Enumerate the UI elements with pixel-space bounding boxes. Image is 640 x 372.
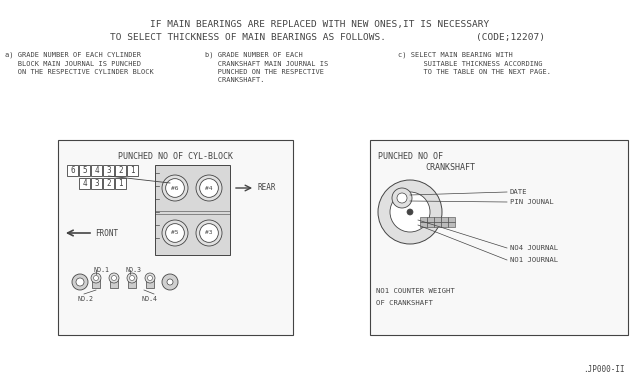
Circle shape bbox=[145, 273, 155, 283]
Text: PIN JOUNAL: PIN JOUNAL bbox=[510, 199, 554, 205]
Bar bbox=[67, 165, 78, 176]
Text: 1: 1 bbox=[118, 179, 123, 188]
Bar bbox=[448, 222, 455, 227]
Text: 6: 6 bbox=[70, 166, 75, 175]
Bar bbox=[79, 165, 90, 176]
Text: NO4 JOURNAL: NO4 JOURNAL bbox=[510, 245, 558, 251]
Circle shape bbox=[93, 276, 99, 280]
Circle shape bbox=[91, 273, 101, 283]
Circle shape bbox=[76, 278, 84, 286]
Circle shape bbox=[109, 273, 119, 283]
Bar bbox=[91, 165, 102, 176]
Text: a) GRADE NUMBER OF EACH CYLINDER
   BLOCK MAIN JOURNAL IS PUNCHED
   ON THE RESP: a) GRADE NUMBER OF EACH CYLINDER BLOCK M… bbox=[5, 52, 154, 74]
Text: PUNCHED NO OF: PUNCHED NO OF bbox=[378, 152, 443, 161]
Text: #4: #4 bbox=[205, 186, 212, 190]
Circle shape bbox=[129, 276, 134, 280]
Bar bbox=[103, 165, 114, 176]
Bar bbox=[58, 140, 293, 335]
Bar bbox=[441, 222, 448, 227]
Circle shape bbox=[166, 179, 184, 198]
Circle shape bbox=[407, 209, 413, 215]
Text: REAR: REAR bbox=[257, 183, 275, 192]
Bar bbox=[434, 222, 441, 227]
Text: (CODE;12207): (CODE;12207) bbox=[476, 33, 545, 42]
Bar bbox=[155, 165, 230, 255]
Bar bbox=[370, 140, 628, 335]
Text: 4: 4 bbox=[94, 166, 99, 175]
Text: 2: 2 bbox=[118, 166, 123, 175]
Circle shape bbox=[162, 175, 188, 201]
Circle shape bbox=[378, 180, 442, 244]
Bar bbox=[427, 217, 434, 222]
Bar bbox=[110, 276, 118, 288]
Text: #3: #3 bbox=[205, 231, 212, 235]
Text: 4: 4 bbox=[82, 179, 87, 188]
Bar bbox=[115, 165, 126, 176]
Text: TO SELECT THICKNESS OF MAIN BEARINGS AS FOLLOWS.: TO SELECT THICKNESS OF MAIN BEARINGS AS … bbox=[110, 33, 386, 42]
Text: 3: 3 bbox=[94, 179, 99, 188]
Text: CRANKSHAFT: CRANKSHAFT bbox=[425, 163, 475, 172]
Circle shape bbox=[167, 279, 173, 285]
Text: 1: 1 bbox=[130, 166, 135, 175]
Bar bbox=[79, 178, 90, 189]
Circle shape bbox=[162, 220, 188, 246]
Bar bbox=[420, 222, 427, 227]
Text: NO1 JOURNAL: NO1 JOURNAL bbox=[510, 257, 558, 263]
Text: NO.1: NO.1 bbox=[94, 267, 110, 273]
Text: NO.4: NO.4 bbox=[142, 296, 158, 302]
Text: NO.2: NO.2 bbox=[78, 296, 94, 302]
Text: 2: 2 bbox=[106, 179, 111, 188]
Text: DATE: DATE bbox=[510, 189, 527, 195]
Text: FRONT: FRONT bbox=[95, 228, 118, 237]
Circle shape bbox=[196, 175, 222, 201]
Text: #5: #5 bbox=[172, 231, 179, 235]
Circle shape bbox=[200, 179, 218, 198]
Bar bbox=[448, 217, 455, 222]
Bar bbox=[128, 276, 136, 288]
Circle shape bbox=[397, 193, 407, 203]
Circle shape bbox=[127, 273, 137, 283]
Text: NO.3: NO.3 bbox=[126, 267, 142, 273]
Bar bbox=[420, 217, 427, 222]
Text: c) SELECT MAIN BEARING WITH
      SUITABLE THICKNESS ACCORDING
      TO THE TABL: c) SELECT MAIN BEARING WITH SUITABLE THI… bbox=[398, 52, 551, 74]
Bar bbox=[92, 276, 100, 288]
Circle shape bbox=[200, 224, 218, 243]
Text: OF CRANKSHAFT: OF CRANKSHAFT bbox=[376, 300, 433, 306]
Bar bbox=[103, 178, 114, 189]
Bar bbox=[127, 165, 138, 176]
Bar bbox=[115, 178, 126, 189]
Text: b) GRADE NUMBER OF EACH
   CRANKSHAFT MAIN JOURNAL IS
   PUNCHED ON THE RESPECTI: b) GRADE NUMBER OF EACH CRANKSHAFT MAIN … bbox=[205, 52, 328, 83]
Circle shape bbox=[166, 224, 184, 243]
Circle shape bbox=[72, 274, 88, 290]
Bar bbox=[427, 222, 434, 227]
Bar bbox=[434, 217, 441, 222]
Bar bbox=[146, 276, 154, 288]
Circle shape bbox=[147, 276, 152, 280]
Circle shape bbox=[392, 188, 412, 208]
Text: 3: 3 bbox=[106, 166, 111, 175]
Text: #6: #6 bbox=[172, 186, 179, 190]
Circle shape bbox=[196, 220, 222, 246]
Circle shape bbox=[162, 274, 178, 290]
Text: 5: 5 bbox=[82, 166, 87, 175]
Circle shape bbox=[111, 276, 116, 280]
Text: PUNCHED NO OF CYL-BLOCK: PUNCHED NO OF CYL-BLOCK bbox=[118, 152, 233, 161]
Text: .JP000-II: .JP000-II bbox=[584, 365, 625, 372]
Text: NO1 COUNTER WEIGHT: NO1 COUNTER WEIGHT bbox=[376, 288, 455, 294]
Bar bbox=[441, 217, 448, 222]
Circle shape bbox=[390, 192, 430, 232]
Bar bbox=[91, 178, 102, 189]
Text: IF MAIN BEARINGS ARE REPLACED WITH NEW ONES,IT IS NECESSARY: IF MAIN BEARINGS ARE REPLACED WITH NEW O… bbox=[150, 20, 490, 29]
